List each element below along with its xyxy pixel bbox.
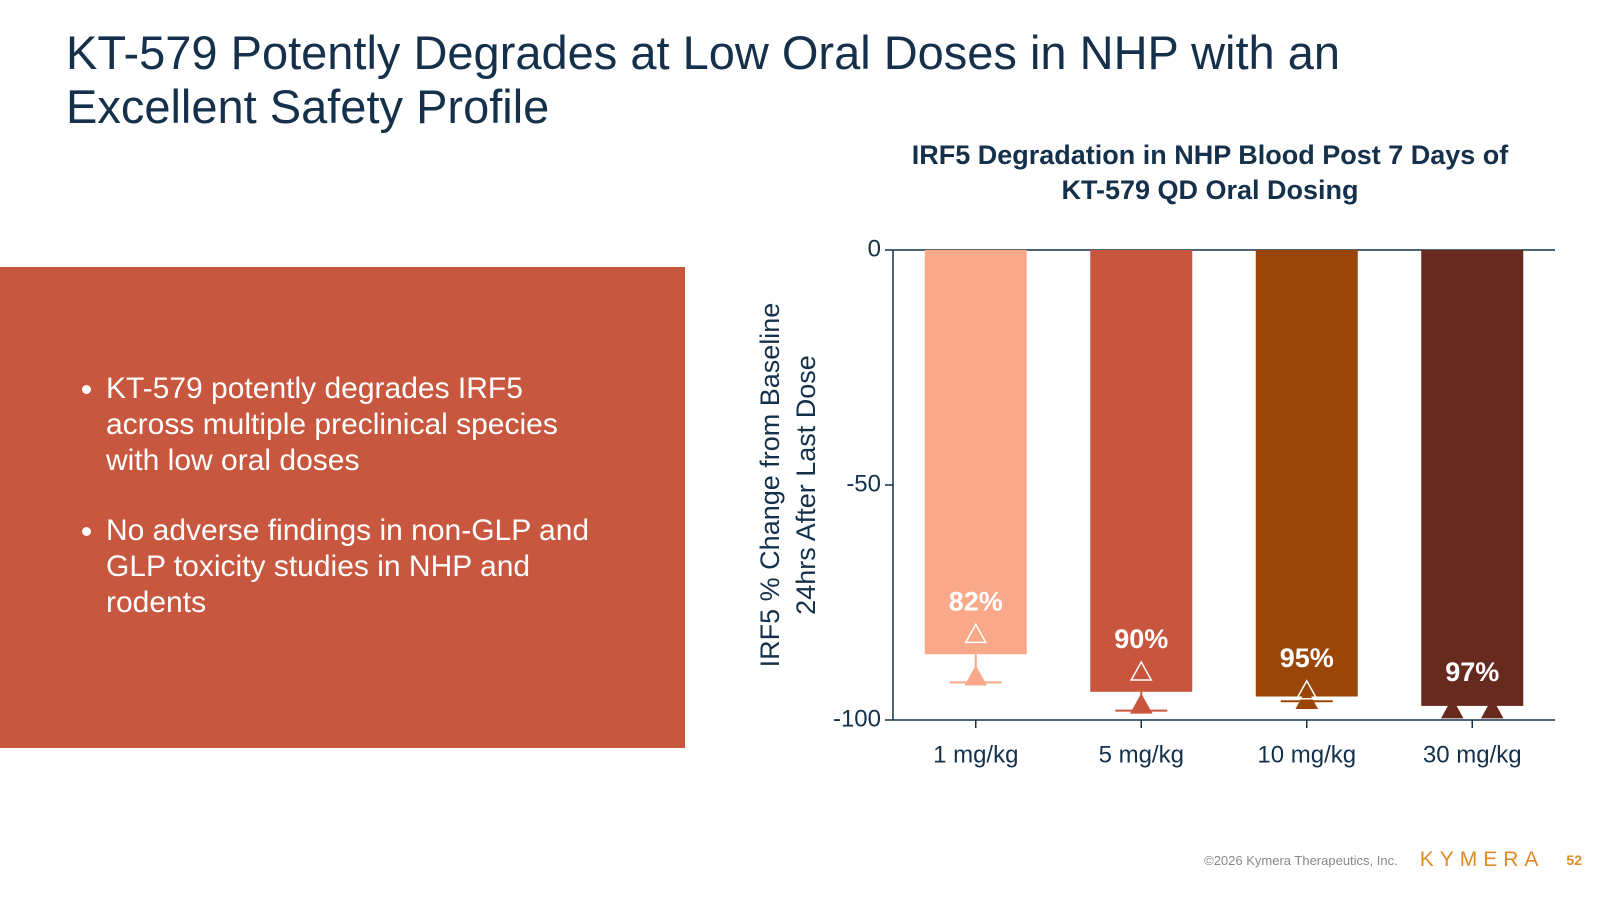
bar [1421,250,1524,706]
y-tick-label: -50 [846,470,881,497]
y-axis-label: IRF5 % Change from Baseline [755,303,785,668]
animal-point [1129,693,1153,714]
bar-annotation: 95% [1280,643,1334,673]
slide-title: KT-579 Potently Degrades at Low Oral Dos… [66,26,1340,133]
animal-point [1129,660,1153,681]
animal-point [1480,698,1504,719]
bullet-list: KT-579 potently degrades IRF5 across mul… [0,371,606,655]
bar-annotation: 90% [1114,624,1168,654]
bullet: KT-579 potently degrades IRF5 across mul… [106,371,606,479]
bar-annotation: 97% [1445,657,1499,687]
x-tick-label: 30 mg/kg [1423,741,1522,768]
animal-point [1295,679,1319,700]
y-axis-label: 24hrs After Last Dose [791,355,821,615]
logo: KYMERA [1419,848,1545,871]
chart-title: IRF5 Degradation in NHP Blood Post 7 Day… [911,140,1509,205]
bullet-panel: KT-579 potently degrades IRF5 across mul… [0,267,685,748]
x-tick-label: 1 mg/kg [933,741,1018,768]
footer: ©2026 Kymera Therapeutics, Inc. KYMERA 5… [1204,848,1582,872]
y-tick-label: -100 [833,705,881,732]
bar-annotation: 82% [949,587,1003,617]
x-tick-label: 5 mg/kg [1099,741,1184,768]
x-tick-label: 10 mg/kg [1257,741,1356,768]
animal-point [964,622,988,644]
y-tick-label: 0 [868,235,881,262]
page-number: 52 [1566,852,1582,868]
animal-point [964,665,988,686]
bar [1090,250,1193,692]
copyright: ©2026 Kymera Therapeutics, Inc. [1204,852,1398,868]
bar [1255,250,1358,697]
animal-point [1440,698,1464,719]
bullet: No adverse findings in non-GLP and GLP t… [106,513,606,621]
bar [924,250,1027,655]
